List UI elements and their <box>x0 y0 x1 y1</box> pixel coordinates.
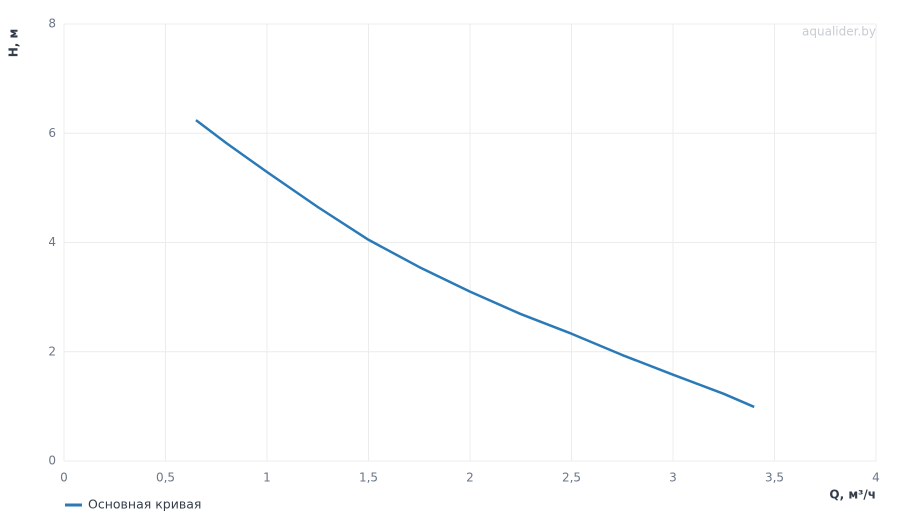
x-tick-label: 3,5 <box>765 471 784 485</box>
y-tick-label: 6 <box>48 126 56 140</box>
y-tick-label: 4 <box>48 235 56 249</box>
line <box>195 119 755 409</box>
x-tick-label: 1 <box>263 471 271 485</box>
x-tick-label: 4 <box>872 471 880 485</box>
x-tick-label: 2,5 <box>562 471 581 485</box>
x-tick-label: 2 <box>466 471 474 485</box>
x-tick-label: 1,5 <box>359 471 378 485</box>
y-axis-label: H, м <box>7 29 21 58</box>
x-tick-label: 3 <box>669 471 677 485</box>
x-tick-label: 0 <box>60 471 68 485</box>
watermark: aqualider.by <box>802 25 876 39</box>
x-tick-label: 0,5 <box>156 471 175 485</box>
x-axis-label: Q, м³/ч <box>829 488 876 502</box>
y-tick-label: 0 <box>48 454 56 468</box>
y-tick-label: 2 <box>48 344 56 358</box>
y-tick-label: 8 <box>48 17 56 31</box>
legend-label: Основная кривая <box>88 497 201 512</box>
